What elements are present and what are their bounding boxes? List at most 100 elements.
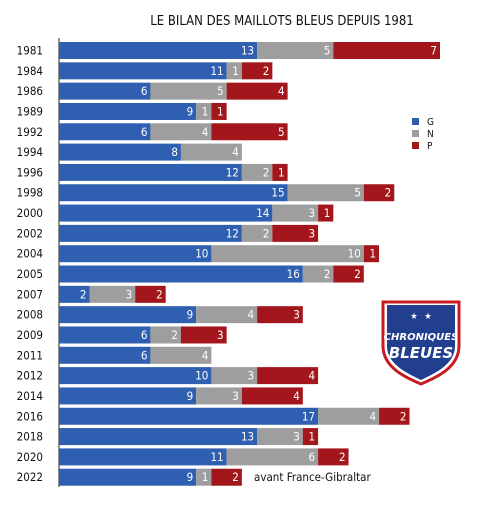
bar-segment-n	[211, 245, 364, 263]
data-label: 3	[232, 389, 239, 403]
logo-line-2: BLEUES	[389, 344, 453, 362]
category-label: 2020	[17, 450, 43, 464]
data-label: 12	[226, 226, 239, 240]
bar-segment-n	[89, 285, 136, 303]
category-label: 2000	[17, 206, 43, 220]
bar-segment-n	[241, 224, 273, 242]
data-label: 6	[308, 450, 315, 464]
chart-title: LE BILAN DES MAILLOTS BLEUS DEPUIS 1981	[150, 14, 413, 29]
category-label: 2012	[17, 369, 43, 383]
bar-segment-n	[226, 62, 242, 80]
bar-segment-g	[59, 306, 197, 324]
bar-segment-n	[241, 163, 273, 181]
bar-segment-n	[150, 123, 212, 141]
bar-segment-n	[196, 306, 258, 324]
data-label: 2	[385, 186, 392, 200]
data-label: 2	[263, 64, 270, 78]
data-label: 3	[293, 430, 300, 444]
data-label: 3	[126, 287, 133, 301]
category-label: 1996	[17, 165, 43, 179]
data-label: 2	[263, 226, 270, 240]
data-label: 10	[195, 247, 208, 261]
data-label: 3	[248, 369, 255, 383]
data-label: 2	[156, 287, 163, 301]
bar-segment-n	[196, 468, 212, 486]
bar-segment-p	[180, 326, 227, 344]
logo-shield	[387, 305, 455, 380]
chroniques-bleues-logo: ★ ★ CHRONIQUES BLEUES	[381, 300, 461, 386]
bar-segment-g	[59, 82, 151, 100]
bar-segment-p	[135, 285, 166, 303]
category-label: 2011	[17, 348, 43, 362]
bar-segment-n	[150, 82, 227, 100]
data-label: 2	[171, 328, 178, 342]
legend-swatch-p	[412, 142, 419, 149]
data-label: 1	[324, 206, 331, 220]
bar-segment-g	[59, 265, 303, 283]
data-label: 13	[241, 430, 254, 444]
bar-segment-p	[363, 184, 395, 202]
data-label: 3	[308, 226, 315, 240]
data-label: 2	[400, 409, 407, 423]
legend: GNP	[412, 117, 434, 152]
data-label: 2	[263, 165, 270, 179]
data-label: 9	[187, 389, 194, 403]
data-label: 8	[171, 145, 178, 159]
bar-segment-g	[59, 123, 151, 141]
category-label: 2002	[17, 226, 43, 240]
data-label: 3	[293, 308, 300, 322]
data-label: 14	[256, 206, 269, 220]
category-label: 2016	[17, 409, 43, 423]
data-label: 10	[348, 247, 361, 261]
bar-segment-n	[180, 143, 242, 161]
legend-label: P	[427, 141, 433, 152]
bar-segment-n	[287, 184, 364, 202]
bar-segment-g	[59, 367, 212, 385]
bar-segment-p	[363, 245, 380, 263]
category-label: 1986	[17, 84, 43, 98]
data-label: 6	[141, 328, 148, 342]
data-label: 6	[141, 348, 148, 362]
logo-star-icon: ★	[410, 312, 417, 322]
category-label: 1989	[17, 104, 43, 118]
logo-star-icon: ★	[424, 312, 431, 322]
data-label: 15	[271, 186, 284, 200]
bar-segment-g	[59, 224, 242, 242]
data-label: 4	[308, 369, 315, 383]
bar-segment-p	[318, 204, 334, 222]
data-label: 9	[187, 104, 194, 118]
bar-segment-n	[196, 102, 212, 120]
bar-segment-n	[257, 428, 303, 446]
bar-segment-p	[302, 428, 319, 446]
category-label: 1992	[17, 125, 43, 139]
data-label: 5	[278, 125, 285, 139]
data-label: 2	[339, 450, 346, 464]
bar-segment-n	[150, 346, 212, 364]
data-label: 4	[248, 308, 255, 322]
data-label: 4	[202, 348, 209, 362]
category-label: 2022	[17, 470, 43, 484]
bar-segment-n	[272, 204, 319, 222]
data-label: 1	[217, 104, 224, 118]
data-label: 12	[226, 165, 239, 179]
category-label: 2008	[17, 308, 43, 322]
bar-segment-n	[211, 367, 258, 385]
data-label: 1	[202, 470, 209, 484]
bar-segment-p	[318, 448, 349, 466]
data-label: 7	[430, 44, 437, 58]
bar-segment-p	[379, 407, 410, 425]
data-label: 1	[202, 104, 209, 118]
data-label: 1	[369, 247, 376, 261]
data-label: 4	[202, 125, 209, 139]
bar-segment-g	[59, 184, 288, 202]
bar-segment-g	[59, 387, 197, 405]
bar-segment-p	[211, 102, 227, 120]
bar-segment-n	[318, 407, 380, 425]
data-label: 4	[369, 409, 376, 423]
logo-line-1: CHRONIQUES	[384, 332, 459, 343]
data-label: 4	[278, 84, 285, 98]
bar-segment-p	[333, 265, 364, 283]
bar-segment-g	[59, 428, 258, 446]
